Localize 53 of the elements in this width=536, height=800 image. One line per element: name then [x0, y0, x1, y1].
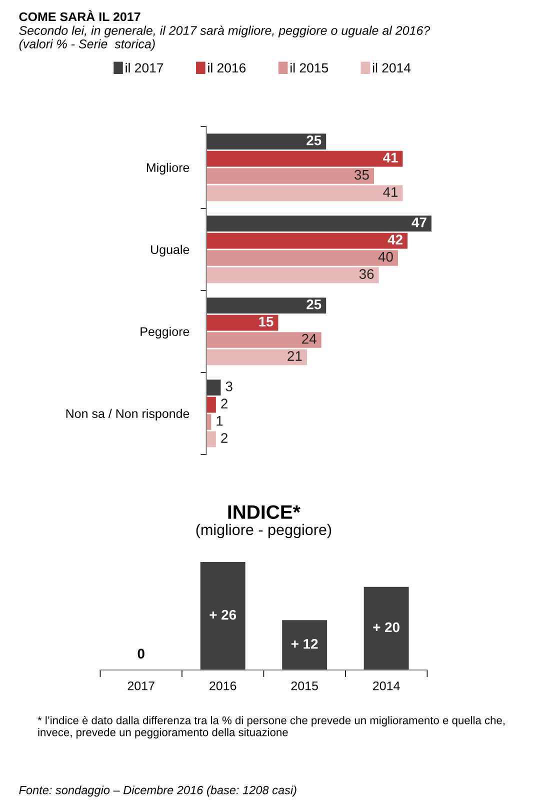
data-label: 2: [221, 433, 228, 443]
data-label: 1: [216, 416, 223, 426]
data-label: 41: [383, 187, 398, 197]
bar: [206, 185, 403, 202]
data-label: 36: [359, 269, 374, 279]
bar: [206, 298, 326, 314]
legend-label: il 2015: [290, 62, 328, 73]
bar: [206, 332, 322, 348]
data-label: 15: [259, 316, 274, 327]
bar: [206, 267, 379, 284]
text: COME SARÀ IL 2017: [19, 10, 140, 22]
x-tick-label: 2017: [128, 681, 154, 690]
bar: [206, 250, 398, 266]
data-label: 3: [226, 381, 232, 392]
bar: [206, 150, 403, 167]
bar: [206, 216, 432, 232]
chart-subtitle: (migliore - peggiore): [196, 524, 332, 538]
legend-label: il 2017: [126, 62, 164, 73]
bar: [206, 232, 408, 249]
chart-title: INDICE*: [228, 505, 300, 519]
x-tick-label: 2016: [210, 681, 236, 690]
data-label: 42: [388, 234, 402, 244]
bar: [206, 349, 307, 366]
y-tick-label: Non sa / Non risponde: [66, 408, 190, 421]
bar: [206, 314, 278, 331]
bar: [206, 134, 326, 150]
x-tick-label: 2015: [291, 681, 318, 690]
source-note: Fonte: sondaggio – Dicembre 2016 (base: 1208 casi): [19, 786, 296, 797]
data-label: 24: [302, 334, 316, 344]
data-label: 25: [306, 299, 322, 310]
data-label: 35: [354, 170, 369, 180]
legend-label: il 2014: [372, 62, 411, 73]
y-tick-label: Uguale: [151, 244, 190, 257]
bar: [206, 396, 216, 413]
bar: [206, 168, 374, 184]
legend-label: il 2016: [208, 62, 246, 73]
data-label: 47: [412, 218, 426, 228]
data-label: 0: [138, 648, 144, 659]
data-label: + 20: [373, 622, 400, 632]
chart-subtitle: Secondo lei, in generale, il 2017 sarà migliore, peggiore o uguale al 2016? (valori % - Serie storica): [19, 26, 430, 51]
data-label: 2: [221, 398, 228, 408]
data-label: + 26: [210, 610, 236, 620]
bar: [206, 380, 221, 396]
x-tick-label: 2014: [373, 681, 400, 690]
text: * l’indice è dato dalla differenza tra la % di persone che prevede un miglioramento e quella che, invece, prevede un peggioramento della situazione: [38, 716, 505, 738]
y-tick-label: Peggiore: [140, 326, 190, 339]
data-label: 41: [383, 152, 398, 162]
data-label: + 12: [291, 638, 318, 649]
data-label: 21: [288, 351, 302, 361]
data-label: 40: [378, 252, 393, 262]
y-tick-label: Migliore: [146, 162, 190, 175]
bar: [206, 431, 216, 448]
data-label: 25: [306, 135, 322, 146]
